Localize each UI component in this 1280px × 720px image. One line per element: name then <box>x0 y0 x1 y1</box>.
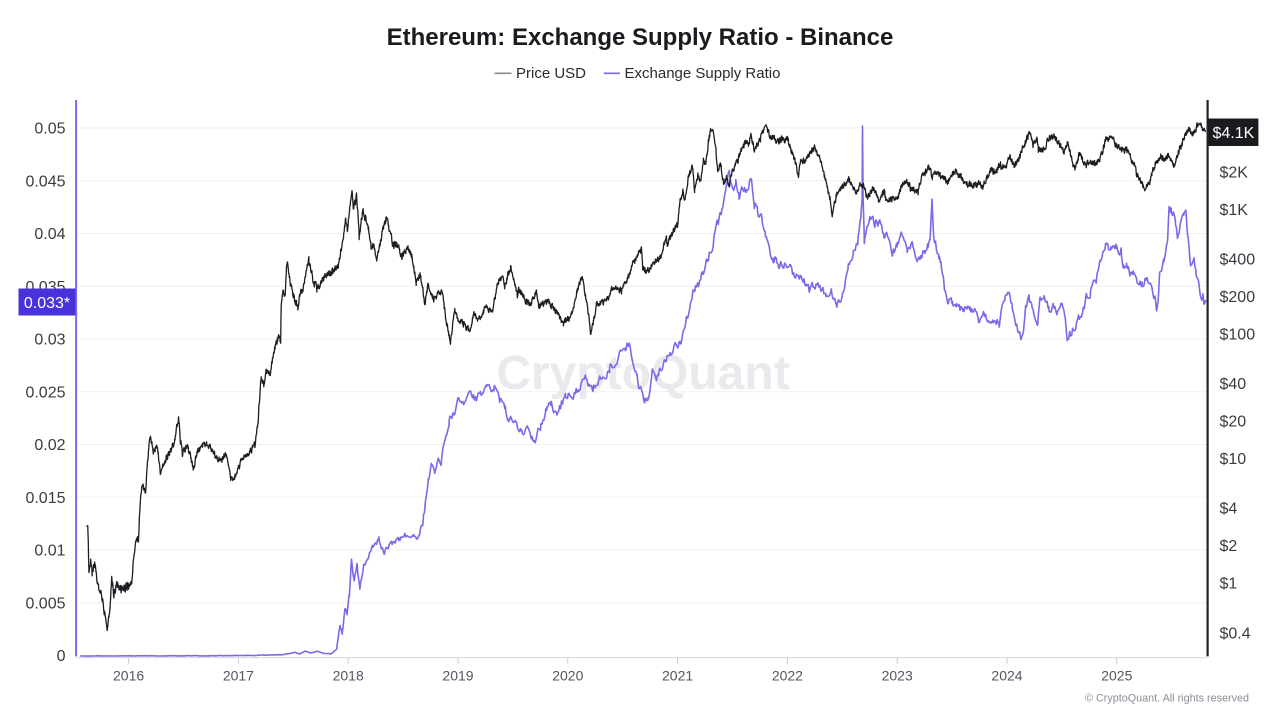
svg-text:0.02: 0.02 <box>34 437 65 454</box>
svg-text:0.03: 0.03 <box>34 332 65 349</box>
svg-text:2025: 2025 <box>1101 668 1132 684</box>
svg-text:2018: 2018 <box>333 668 364 684</box>
svg-text:© CryptoQuant. All rights rese: © CryptoQuant. All rights reserved <box>1085 693 1249 705</box>
svg-text:$4.1K: $4.1K <box>1212 125 1254 142</box>
svg-text:2019: 2019 <box>442 668 473 684</box>
svg-text:2023: 2023 <box>882 668 913 684</box>
svg-text:$40: $40 <box>1220 376 1247 393</box>
svg-text:2017: 2017 <box>223 668 254 684</box>
svg-text:CryptoQuant: CryptoQuant <box>496 347 789 400</box>
svg-text:2020: 2020 <box>552 668 583 684</box>
svg-text:$10: $10 <box>1220 451 1247 468</box>
svg-text:0.025: 0.025 <box>25 384 65 401</box>
svg-text:2016: 2016 <box>113 668 144 684</box>
svg-text:$200: $200 <box>1220 289 1256 306</box>
svg-text:$100: $100 <box>1220 327 1256 344</box>
svg-text:0.005: 0.005 <box>25 596 65 613</box>
svg-text:2022: 2022 <box>772 668 803 684</box>
svg-text:$1: $1 <box>1220 576 1238 593</box>
svg-text:0.015: 0.015 <box>25 490 65 507</box>
svg-text:Exchange Supply Ratio: Exchange Supply Ratio <box>625 65 781 82</box>
svg-text:0.045: 0.045 <box>25 173 65 190</box>
svg-text:0.04: 0.04 <box>34 226 65 243</box>
svg-text:$2K: $2K <box>1220 164 1249 181</box>
svg-text:Ethereum: Exchange Supply Rati: Ethereum: Exchange Supply Ratio - Binanc… <box>387 24 894 51</box>
svg-text:0.05: 0.05 <box>34 121 65 138</box>
svg-text:0.033*: 0.033* <box>24 295 70 312</box>
svg-text:$20: $20 <box>1220 414 1247 431</box>
svg-text:$0.4: $0.4 <box>1220 625 1251 642</box>
svg-text:$400: $400 <box>1220 252 1256 269</box>
svg-text:Price USD: Price USD <box>516 65 586 82</box>
svg-text:$4: $4 <box>1220 501 1238 518</box>
svg-text:0.01: 0.01 <box>34 543 65 560</box>
svg-text:0: 0 <box>57 648 66 665</box>
svg-text:2024: 2024 <box>991 668 1022 684</box>
svg-text:2021: 2021 <box>662 668 693 684</box>
svg-text:$1K: $1K <box>1220 202 1249 219</box>
svg-text:$2: $2 <box>1220 538 1238 555</box>
